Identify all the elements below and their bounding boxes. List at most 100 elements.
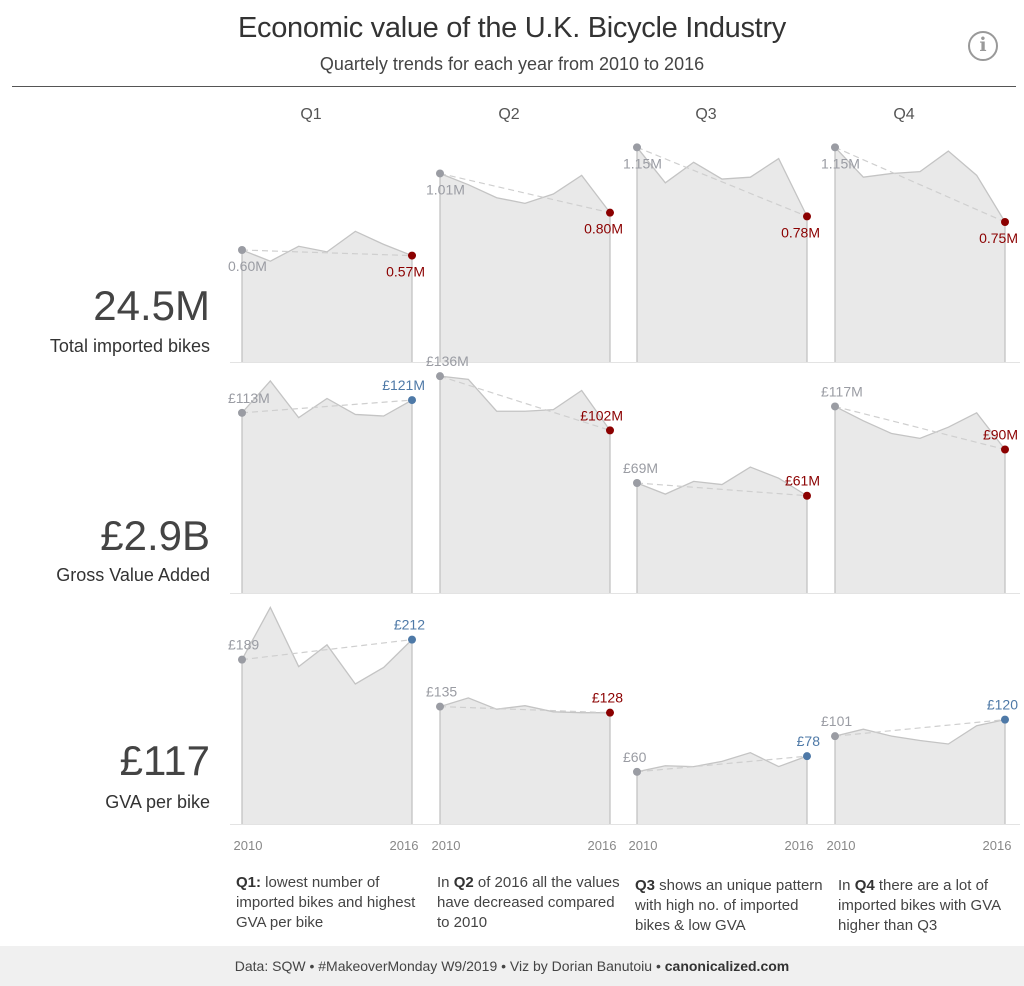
- start-label: £117M: [821, 383, 863, 399]
- area-fill: [242, 380, 412, 593]
- panel-total-imported-bikes-q3: 1.15M 0.78M: [623, 143, 820, 362]
- start-point: [633, 478, 641, 487]
- area-fill: [637, 467, 807, 593]
- end-point: [606, 208, 614, 217]
- kpi-total-imported-bikes-value: 24.5M: [93, 282, 210, 329]
- end-label: £212: [394, 617, 425, 633]
- area-fill: [835, 406, 1005, 593]
- trend-line: [636, 482, 808, 497]
- series-line: [439, 375, 611, 431]
- panel-gross-value-added-q3: £69M £61M: [623, 460, 820, 593]
- x-tick-label: 2010: [827, 838, 856, 853]
- kpi-gva-label: Gross Value Added: [56, 565, 210, 585]
- start-point: [238, 246, 246, 254]
- series-line: [834, 405, 1006, 450]
- series-line: [834, 146, 1006, 223]
- area-fill: [242, 231, 412, 362]
- panel-gva-per-bike-q3: £60 £78: [623, 733, 820, 824]
- end-point: [803, 491, 811, 500]
- series-line: [636, 466, 808, 497]
- panel-gross-value-added-q1: £113M £121M: [228, 377, 425, 593]
- series-line: [439, 172, 611, 214]
- start-point: [436, 169, 444, 178]
- start-label: £189: [228, 637, 259, 653]
- area-fill: [242, 607, 412, 824]
- end-label: £78: [797, 733, 821, 749]
- area-fill: [440, 376, 610, 593]
- kpi-gva-per-bike-label: GVA per bike: [105, 792, 210, 812]
- start-label: £135: [426, 684, 457, 700]
- x-tick-label: 2016: [390, 838, 419, 853]
- end-point: [803, 212, 811, 221]
- area-fill: [440, 173, 610, 362]
- end-label: £128: [592, 690, 623, 706]
- series-line: [834, 718, 1006, 745]
- end-label: £102M: [580, 407, 623, 423]
- series-line: [439, 697, 610, 714]
- start-label: £69M: [623, 460, 658, 476]
- series-line: [241, 230, 413, 262]
- start-point: [831, 143, 839, 152]
- x-tick-label: 2016: [588, 838, 617, 853]
- end-point: [408, 396, 416, 405]
- trend-line: [241, 249, 413, 257]
- trend-line: [241, 639, 413, 661]
- end-label: 0.75M: [979, 230, 1018, 246]
- end-point: [408, 635, 416, 644]
- end-point: [1001, 445, 1009, 454]
- end-label: 0.57M: [386, 264, 425, 280]
- area-fill: [440, 697, 610, 824]
- end-point: [606, 426, 614, 435]
- x-tick-label: 2010: [234, 838, 263, 853]
- area-fill: [637, 147, 807, 362]
- panel-gva-per-bike-q4: £101 £120: [821, 697, 1018, 824]
- start-label: £60: [623, 749, 647, 765]
- area-fill: [835, 719, 1005, 824]
- footer-link[interactable]: canonicalized.com: [664, 958, 790, 974]
- info-circle-icon[interactable]: i: [968, 31, 998, 61]
- end-point: [1001, 715, 1009, 724]
- start-point: [633, 143, 641, 152]
- panel-total-imported-bikes-q4: 1.15M 0.75M: [821, 143, 1018, 362]
- start-point: [831, 402, 839, 411]
- note-q1: Q1: lowest number of imported bikes and …: [236, 874, 416, 931]
- start-point: [633, 767, 641, 776]
- column-header-q3: Q3: [695, 106, 716, 123]
- trend-line: [834, 146, 1006, 223]
- end-label: £61M: [785, 473, 820, 489]
- end-label: 0.80M: [584, 221, 623, 237]
- trend-line: [636, 146, 808, 217]
- trend-line: [241, 399, 413, 414]
- panel-total-imported-bikes-q1: 0.60M 0.57M: [228, 230, 425, 362]
- dashboard-subtitle: Quartely trends for each year from 2010 …: [319, 54, 705, 74]
- start-label: £136M: [426, 353, 469, 369]
- end-label: £120: [987, 697, 1018, 713]
- end-label: 0.78M: [781, 224, 820, 240]
- kpi-gva-value: £2.9B: [100, 512, 210, 559]
- note-q2: In Q2 of 2016 all the values have decrea…: [437, 874, 620, 931]
- kpi-gva-per-bike-value: £117: [119, 737, 210, 784]
- start-point: [831, 732, 839, 741]
- panel-gross-value-added-q2: £136M £102M: [426, 353, 623, 593]
- start-point: [238, 655, 246, 664]
- start-label: 1.15M: [623, 155, 662, 171]
- start-label: 1.01M: [426, 181, 465, 197]
- panel-total-imported-bikes-q2: 1.01M 0.80M: [426, 169, 623, 362]
- x-tick-label: 2010: [629, 838, 658, 853]
- kpi-total-imported-bikes-label: Total imported bikes: [49, 336, 210, 356]
- area-fill: [835, 147, 1005, 362]
- note-q4: In Q4 there are a lot of imported bikes …: [838, 877, 1001, 934]
- panel-gross-value-added-q4: £117M £90M: [821, 383, 1018, 593]
- start-label: £101: [821, 713, 852, 729]
- x-tick-label: 2010: [432, 838, 461, 853]
- series-line: [636, 751, 808, 773]
- panel-gva-per-bike-q1: £189 £212: [228, 606, 425, 824]
- trend-line: [834, 719, 1006, 737]
- start-label: 0.60M: [228, 258, 267, 274]
- dashboard-title: Economic value of the U.K. Bicycle Indus…: [237, 12, 786, 44]
- start-point: [238, 408, 246, 417]
- footer-credits: Data: SQW • #MakeoverMonday W9/2019 • Vi…: [0, 946, 1024, 986]
- start-point: [436, 702, 444, 711]
- start-label: £113M: [228, 390, 270, 406]
- footer-text: Data: SQW • #MakeoverMonday W9/2019 • Vi…: [234, 958, 665, 974]
